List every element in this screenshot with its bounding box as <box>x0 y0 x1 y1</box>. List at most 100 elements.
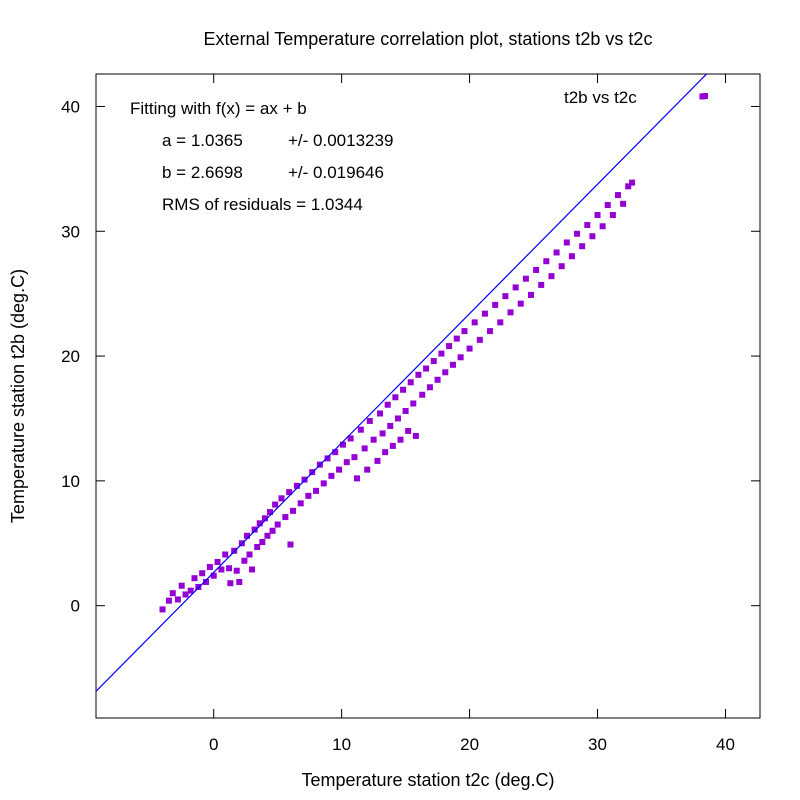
annotation-a-label: a = 1.0365 <box>162 131 243 150</box>
annotation-b-error: +/- 0.019646 <box>288 163 384 182</box>
data-point <box>278 495 285 502</box>
data-point <box>178 582 185 589</box>
data-point <box>497 319 504 326</box>
data-point <box>457 354 464 361</box>
data-point <box>169 590 176 597</box>
data-point <box>589 233 596 240</box>
data-point <box>269 527 276 534</box>
data-point <box>370 436 377 443</box>
fit-layer <box>96 74 708 692</box>
data-point <box>357 426 364 433</box>
data-point <box>629 179 636 186</box>
data-point <box>594 212 601 219</box>
data-point <box>481 310 488 317</box>
data-point <box>231 547 238 554</box>
data-point <box>320 480 327 487</box>
data-point <box>374 457 381 464</box>
data-point <box>419 391 426 398</box>
data-point <box>282 514 289 521</box>
legend-entry-label: t2b vs t2c <box>564 88 637 107</box>
data-point <box>206 563 213 570</box>
data-point <box>471 319 478 326</box>
y-tick-labels: 0 10 20 30 40 <box>61 97 80 615</box>
data-point <box>558 263 565 270</box>
fit-line <box>96 74 708 692</box>
data-point <box>243 532 250 539</box>
data-point <box>517 300 524 307</box>
data-point <box>389 442 396 449</box>
data-point <box>199 570 206 577</box>
data-point <box>446 343 453 350</box>
data-point <box>553 249 560 256</box>
data-point <box>625 183 632 190</box>
chart-title: External Temperature correlation plot, s… <box>204 29 653 49</box>
data-point <box>301 476 308 483</box>
data-point <box>466 345 473 352</box>
data-point <box>461 328 468 335</box>
data-point <box>402 407 409 414</box>
data-point <box>347 435 354 442</box>
x-axis-label: Temperature station t2c (deg.C) <box>301 770 554 790</box>
data-point <box>218 566 225 573</box>
data-point <box>377 410 384 417</box>
axis-ticks <box>96 74 760 718</box>
x-tick-label: 10 <box>332 735 351 754</box>
x-tick-label: 40 <box>716 735 735 754</box>
data-point <box>233 567 240 574</box>
data-point <box>249 566 256 573</box>
data-point <box>584 222 591 229</box>
data-point <box>614 192 621 199</box>
data-point <box>272 501 279 508</box>
data-point <box>293 482 300 489</box>
data-point <box>415 371 422 378</box>
data-point <box>324 455 331 462</box>
data-point <box>159 606 166 613</box>
data-point <box>339 441 346 448</box>
data-point <box>507 309 514 316</box>
data-point <box>538 281 545 288</box>
data-point <box>203 578 210 585</box>
data-point <box>182 591 189 598</box>
annotation-line-1: Fitting with f(x) = ax + b <box>130 99 307 118</box>
x-tick-label: 20 <box>460 735 479 754</box>
data-point <box>400 386 407 393</box>
data-point <box>287 541 294 548</box>
x-tick-labels: 0 10 20 30 40 <box>209 735 735 754</box>
data-point <box>412 432 419 439</box>
data-point <box>236 578 243 585</box>
data-point <box>410 400 417 407</box>
data-point <box>332 449 339 456</box>
data-point <box>351 454 358 461</box>
y-tick-label: 40 <box>61 97 80 116</box>
x-tick-label: 30 <box>588 735 607 754</box>
data-point <box>286 489 293 496</box>
x-tick-label: 0 <box>209 735 218 754</box>
data-point <box>574 230 581 237</box>
data-point <box>226 565 233 572</box>
data-point <box>254 544 261 551</box>
data-point <box>492 301 499 308</box>
data-point <box>394 415 401 422</box>
data-point <box>438 350 445 357</box>
data-point <box>604 202 611 209</box>
data-point <box>214 558 221 565</box>
y-tick-label: 10 <box>61 472 80 491</box>
data-point <box>502 293 509 300</box>
data-point <box>246 551 253 558</box>
data-point <box>568 253 575 260</box>
data-point <box>290 507 297 514</box>
legend: t2b vs t2c <box>564 88 708 107</box>
data-point <box>426 384 433 391</box>
data-point <box>343 459 350 466</box>
y-axis-label: Temperature station t2b (deg.C) <box>8 269 28 523</box>
data-point <box>227 580 234 587</box>
data-point <box>512 284 519 291</box>
data-point <box>407 379 414 386</box>
data-point <box>430 358 437 365</box>
data-point <box>305 492 312 499</box>
data-point <box>384 401 391 408</box>
data-point <box>364 466 371 473</box>
data-point <box>174 596 181 603</box>
data-point <box>487 328 494 335</box>
plot-frame <box>95 73 761 719</box>
